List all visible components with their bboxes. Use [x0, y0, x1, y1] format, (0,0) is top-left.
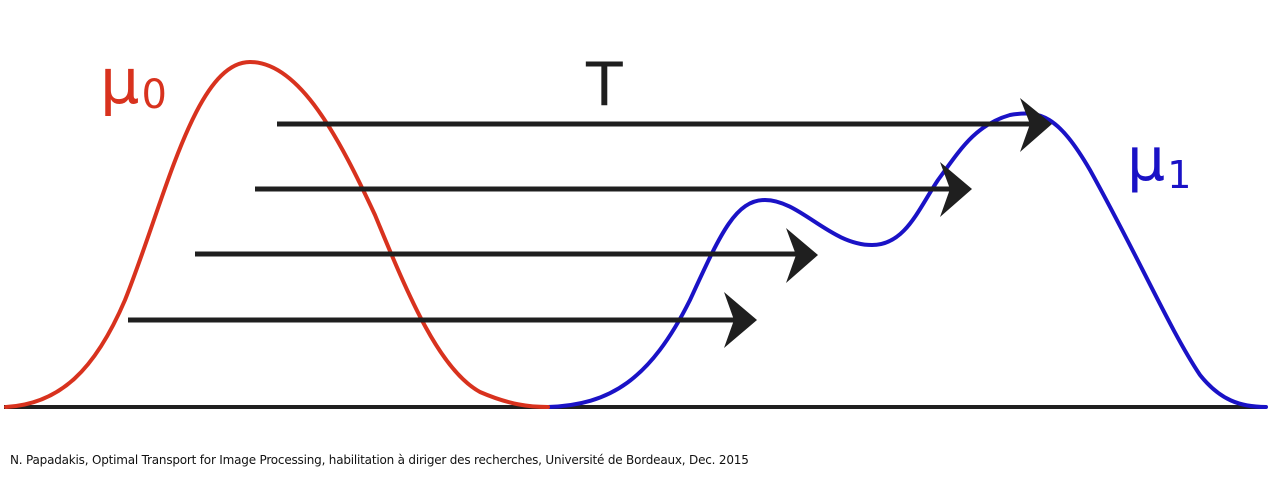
transport-arrow — [255, 162, 972, 217]
figure-caption: N. Papadakis, Optimal Transport for Imag… — [10, 453, 749, 467]
transport-arrow — [128, 292, 757, 348]
source-distribution-curve — [4, 59, 550, 409]
transport-arrow — [195, 228, 818, 283]
transport-arrow — [277, 98, 1052, 152]
transport-map-label: T — [585, 50, 623, 120]
source-distribution-label: μ0 — [100, 45, 167, 118]
target-distribution-label: μ1 — [1127, 125, 1191, 197]
target-distribution-curve — [546, 111, 1268, 409]
transport-arrows — [128, 98, 1052, 348]
